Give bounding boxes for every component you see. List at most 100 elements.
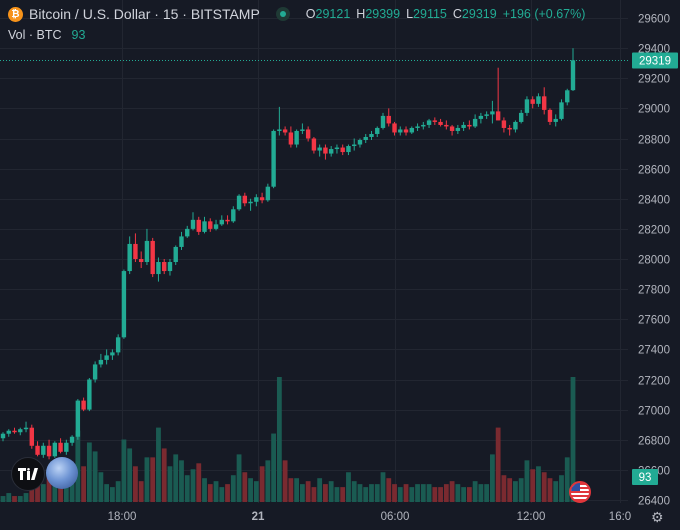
volume-bar — [351, 481, 357, 502]
volume-bar — [0, 496, 6, 502]
candle-body — [6, 430, 11, 434]
candle-body — [202, 221, 207, 232]
volume-bar — [369, 484, 374, 502]
volume-bar — [156, 427, 161, 502]
volume-bar — [466, 487, 472, 502]
volume-bar — [144, 457, 150, 502]
candle-body — [92, 364, 98, 380]
volume-bar — [271, 433, 277, 502]
open-value: 29121 — [315, 7, 351, 21]
volume-bar — [472, 481, 478, 502]
candle-body — [340, 147, 345, 153]
volume-bar — [311, 487, 317, 502]
volume-bar — [513, 481, 518, 502]
volume-bar — [190, 469, 196, 502]
last-price-marker — [632, 52, 678, 69]
candle-body — [196, 219, 201, 232]
volume-bar — [202, 478, 207, 502]
volume-bar — [86, 442, 92, 502]
volume-bar — [173, 454, 179, 502]
volume-bar — [6, 493, 12, 502]
volume-bar — [495, 427, 501, 502]
ohlc-values: O29121 H29399 L29115 C29319 +196 (+0.67%… — [306, 7, 586, 21]
symbol-title[interactable]: Bitcoin / U.S. Dollar · 15 · BITSTAMP — [29, 6, 260, 22]
candle-body — [300, 129, 305, 131]
candle-body — [144, 240, 150, 263]
price-tick-label: 26800 — [638, 436, 670, 448]
volume-bar — [75, 430, 81, 502]
volume-bar — [305, 481, 311, 502]
gear-icon[interactable]: ⚙ — [651, 509, 664, 525]
candle-body — [41, 445, 46, 455]
volume-bar — [276, 377, 282, 502]
volume-label[interactable]: Vol · BTC — [8, 28, 62, 42]
candle-body — [490, 111, 495, 115]
us-flag-event-icon[interactable] — [569, 481, 591, 503]
volume-bar — [29, 481, 35, 502]
candle-body — [334, 147, 340, 150]
tradingview-logo-icon[interactable] — [11, 457, 45, 491]
candle-body — [363, 136, 368, 141]
volume-bar — [443, 484, 449, 502]
volume-bar — [115, 481, 121, 502]
candle-body — [294, 130, 299, 145]
time-tick-label: 18:00 — [108, 511, 137, 523]
volume-bar — [17, 496, 23, 502]
candle-body — [421, 124, 426, 127]
candle-body — [104, 355, 109, 360]
volume-bar — [489, 454, 495, 502]
volume-bar — [133, 466, 138, 502]
price-tick-label: 26400 — [638, 496, 670, 508]
volume-bar — [461, 487, 467, 502]
volume-bar — [12, 496, 17, 502]
volume-bar — [484, 484, 490, 502]
candle-body — [449, 126, 455, 131]
candle-body — [236, 195, 242, 210]
candle-body — [277, 129, 282, 131]
candle-body — [524, 99, 530, 113]
candle-body — [403, 129, 409, 133]
volume-bar — [81, 466, 87, 502]
candle-body — [46, 445, 52, 457]
volume-bar — [98, 472, 104, 502]
volume-bar — [213, 481, 219, 502]
volume-bar — [225, 484, 230, 502]
last-price-label: 29319 — [639, 56, 671, 68]
volume-bar — [230, 475, 236, 502]
volume-bar — [553, 481, 559, 502]
candle-body — [472, 118, 478, 127]
candle-body — [478, 115, 484, 119]
volume-bar — [294, 478, 300, 502]
candle-body — [559, 102, 564, 119]
candle-body — [150, 240, 155, 275]
candle-body — [265, 186, 271, 201]
volume-bar — [357, 484, 363, 502]
time-tick-label: 12:00 — [517, 511, 546, 523]
volume-bar — [415, 484, 420, 502]
live-indicator-icon — [275, 7, 290, 21]
price-tick-label: 28000 — [638, 255, 670, 267]
candle-body — [565, 90, 570, 103]
volume-bar — [219, 487, 225, 502]
price-tick-label: 27800 — [638, 285, 670, 297]
price-axis: 2640026600268002700027200274002760027800… — [638, 14, 670, 508]
candle-body — [98, 359, 104, 365]
volume-bar — [501, 475, 507, 502]
bitcoin-icon: ₿ — [8, 6, 23, 22]
candle-body — [81, 400, 86, 410]
volume-bar — [150, 457, 156, 502]
close-label: C — [452, 7, 462, 21]
full-moon-icon[interactable] — [46, 457, 78, 489]
candle-body — [392, 123, 397, 133]
candle-body — [58, 442, 63, 452]
candle-body — [231, 209, 236, 222]
volume-bar — [455, 484, 461, 502]
volume-bar — [288, 478, 294, 502]
volume-bar — [63, 484, 69, 502]
volume-bar — [386, 478, 392, 502]
volume-bar — [420, 484, 426, 502]
price-tick-label: 28200 — [638, 225, 670, 237]
candle-body — [0, 433, 6, 439]
time-tick-label: 21 — [252, 511, 265, 523]
